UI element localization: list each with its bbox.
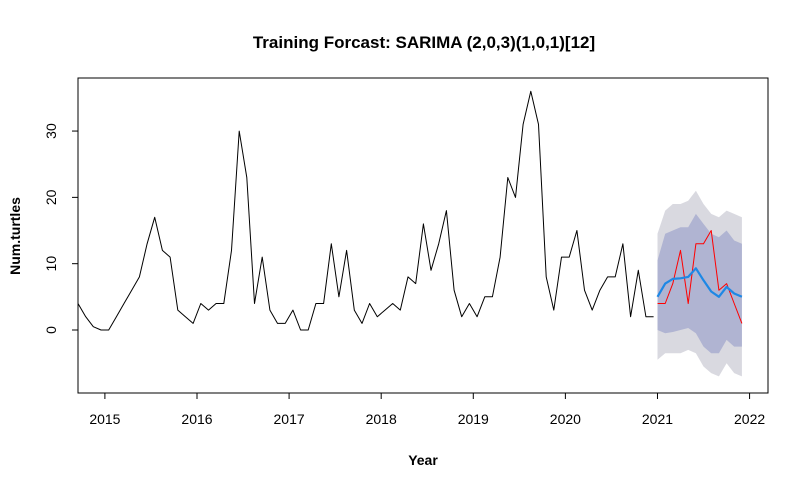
x-tick-label: 2018 xyxy=(366,411,397,427)
x-tick-label: 2022 xyxy=(734,411,765,427)
x-axis: 2015 2016 2017 2018 2019 2020 2021 2022 xyxy=(89,392,765,427)
series-lines xyxy=(77,90,743,331)
y-axis-label: Num.turtles xyxy=(7,197,23,275)
y-tick-label: 10 xyxy=(43,256,59,272)
y-axis: 0 10 20 30 xyxy=(43,123,79,334)
series-forecast xyxy=(656,267,743,298)
y-tick-label: 20 xyxy=(43,189,59,205)
x-tick-label: 2017 xyxy=(274,411,305,427)
prediction-band-80 xyxy=(657,213,742,354)
forecast-bands xyxy=(657,190,742,377)
x-tick-label: 2019 xyxy=(458,411,489,427)
series-observed xyxy=(77,90,654,331)
y-tick-label: 0 xyxy=(43,326,59,334)
chart-title: Training Forcast: SARIMA (2,0,3)(1,0,1)[… xyxy=(253,33,595,52)
x-tick-label: 2016 xyxy=(181,411,212,427)
x-tick-label: 2021 xyxy=(642,411,673,427)
x-tick-label: 2015 xyxy=(89,411,120,427)
y-tick-label: 30 xyxy=(43,123,59,139)
x-tick-label: 2020 xyxy=(550,411,581,427)
x-axis-label: Year xyxy=(408,452,438,468)
